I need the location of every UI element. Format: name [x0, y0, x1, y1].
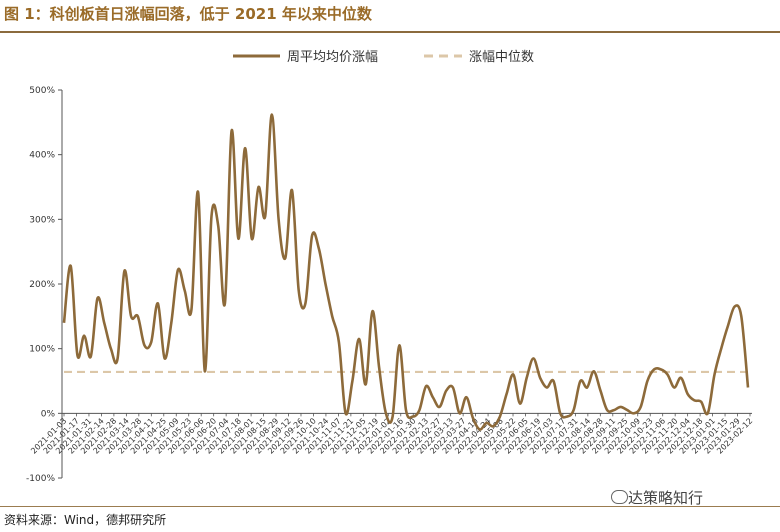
series-line-weekly-avg — [62, 113, 750, 431]
legend: 周平均均价涨幅 涨幅中位数 — [233, 50, 534, 65]
y-tick-label: 0% — [41, 409, 56, 419]
y-axis: -100% 0% 100% 200% 300% 400% 500% — [26, 86, 63, 484]
legend-label-median: 涨幅中位数 — [469, 50, 534, 65]
y-tick-label: -100% — [26, 474, 55, 484]
plot-area — [62, 113, 752, 431]
wechat-icon — [611, 490, 628, 504]
watermark: 达策略知行 — [628, 489, 704, 507]
y-tick-label: 200% — [29, 280, 55, 290]
bottom-rule — [0, 506, 780, 507]
title-rule — [0, 31, 780, 33]
legend-label-weekly-avg: 周平均均价涨幅 — [287, 50, 378, 65]
x-axis: 2021-01-032021-01-172021-01-312021-02-14… — [29, 412, 754, 456]
y-tick-label: 100% — [29, 345, 55, 355]
y-tick-label: 400% — [29, 151, 55, 161]
line-chart: 周平均均价涨幅 涨幅中位数 -100% 0% 100% 200% 300% 400% 500… — [26, 50, 754, 484]
figure-title: 图 1：科创板首日涨幅回落，低于 2021 年以来中位数 — [4, 5, 372, 23]
source-note: 资料来源：Wind，德邦研究所 — [4, 513, 167, 527]
y-tick-label: 300% — [29, 215, 55, 225]
y-tick-label: 500% — [29, 86, 55, 96]
